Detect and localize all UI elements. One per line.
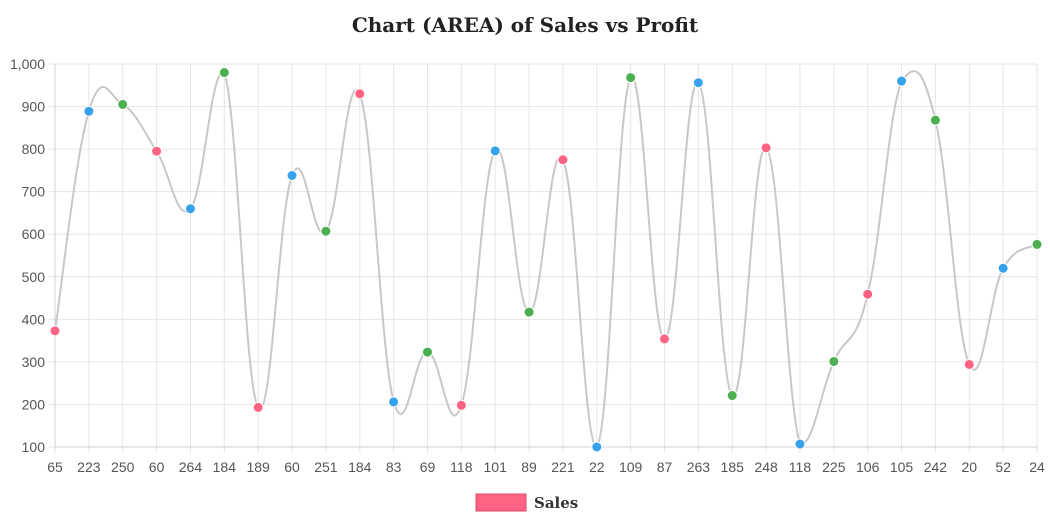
- x-tick-label: 118: [789, 459, 812, 475]
- data-point[interactable]: [389, 397, 399, 407]
- y-axis: 100 200 300 400 500 600 700 800 900 1,000: [10, 56, 45, 455]
- x-tick-label: 109: [619, 459, 643, 475]
- x-tick-label: 184: [348, 459, 372, 475]
- y-tick-label: 1,000: [10, 56, 45, 72]
- x-tick-label: 60: [284, 459, 300, 475]
- x-tick-label: 242: [924, 459, 948, 475]
- data-point[interactable]: [1032, 239, 1042, 249]
- x-tick-label: 105: [890, 459, 914, 475]
- data-point[interactable]: [287, 170, 297, 180]
- data-point[interactable]: [253, 402, 263, 412]
- y-tick-label: 500: [22, 269, 46, 285]
- x-tick-label: 184: [213, 459, 237, 475]
- data-point[interactable]: [761, 143, 771, 153]
- data-point[interactable]: [152, 146, 162, 156]
- x-tick-label: 101: [484, 459, 508, 475]
- chart-title: Chart (AREA) of Sales vs Profit: [352, 13, 699, 37]
- data-point[interactable]: [897, 76, 907, 86]
- x-tick-label: 221: [551, 459, 575, 475]
- data-point[interactable]: [693, 78, 703, 88]
- data-point[interactable]: [829, 356, 839, 366]
- y-tick-label: 300: [22, 354, 46, 370]
- x-tick-label: 250: [111, 459, 135, 475]
- y-tick-label: 200: [22, 396, 46, 412]
- data-point[interactable]: [84, 106, 94, 116]
- data-point[interactable]: [727, 391, 737, 401]
- data-point[interactable]: [118, 99, 128, 109]
- data-point[interactable]: [964, 359, 974, 369]
- x-tick-label: 185: [721, 459, 745, 475]
- x-tick-label: 189: [246, 459, 270, 475]
- data-point[interactable]: [930, 115, 940, 125]
- x-tick-label: 251: [314, 459, 338, 475]
- x-tick-label: 248: [754, 459, 778, 475]
- data-point[interactable]: [490, 146, 500, 156]
- x-tick-label: 225: [822, 459, 846, 475]
- x-tick-label: 264: [179, 459, 203, 475]
- data-point[interactable]: [795, 439, 805, 449]
- x-tick-label: 22: [589, 459, 605, 475]
- data-point[interactable]: [185, 204, 195, 214]
- data-point[interactable]: [321, 226, 331, 236]
- x-axis: 65 223 250 60 264 184 189 60 251 184 83 69 118 101 89 2…: [47, 459, 1045, 475]
- data-point[interactable]: [524, 307, 534, 317]
- x-tick-label: 69: [420, 459, 436, 475]
- x-tick-label: 20: [961, 459, 977, 475]
- data-point[interactable]: [355, 89, 365, 99]
- data-point[interactable]: [456, 400, 466, 410]
- x-tick-label: 118: [450, 459, 473, 475]
- y-tick-label: 700: [22, 184, 46, 200]
- y-tick-label: 900: [22, 99, 46, 115]
- x-tick-label: 223: [77, 459, 101, 475]
- y-tick-label: 800: [22, 141, 46, 157]
- y-tick-label: 100: [22, 439, 46, 455]
- series-line-sales: [55, 71, 1037, 447]
- data-point[interactable]: [660, 334, 670, 344]
- data-point[interactable]: [626, 73, 636, 83]
- legend[interactable]: Sales: [476, 494, 578, 512]
- data-point[interactable]: [558, 155, 568, 165]
- data-point[interactable]: [592, 442, 602, 452]
- x-tick-label: 52: [995, 459, 1011, 475]
- x-tick-label: 106: [856, 459, 880, 475]
- legend-label-sales[interactable]: Sales: [534, 494, 578, 512]
- x-tick-label: 83: [386, 459, 402, 475]
- data-point[interactable]: [219, 68, 229, 78]
- x-tick-label: 89: [521, 459, 537, 475]
- data-point[interactable]: [50, 326, 60, 336]
- x-tick-label: 263: [687, 459, 711, 475]
- y-tick-label: 600: [22, 226, 46, 242]
- data-points: [50, 68, 1042, 452]
- x-tick-label: 65: [47, 459, 63, 475]
- x-tick-label: 87: [657, 459, 673, 475]
- y-tick-label: 400: [22, 311, 46, 327]
- x-tick-label: 60: [149, 459, 165, 475]
- x-tick-label: 24: [1029, 459, 1045, 475]
- data-point[interactable]: [422, 347, 432, 357]
- data-point[interactable]: [998, 263, 1008, 273]
- legend-swatch-sales[interactable]: [476, 494, 526, 511]
- data-point[interactable]: [863, 289, 873, 299]
